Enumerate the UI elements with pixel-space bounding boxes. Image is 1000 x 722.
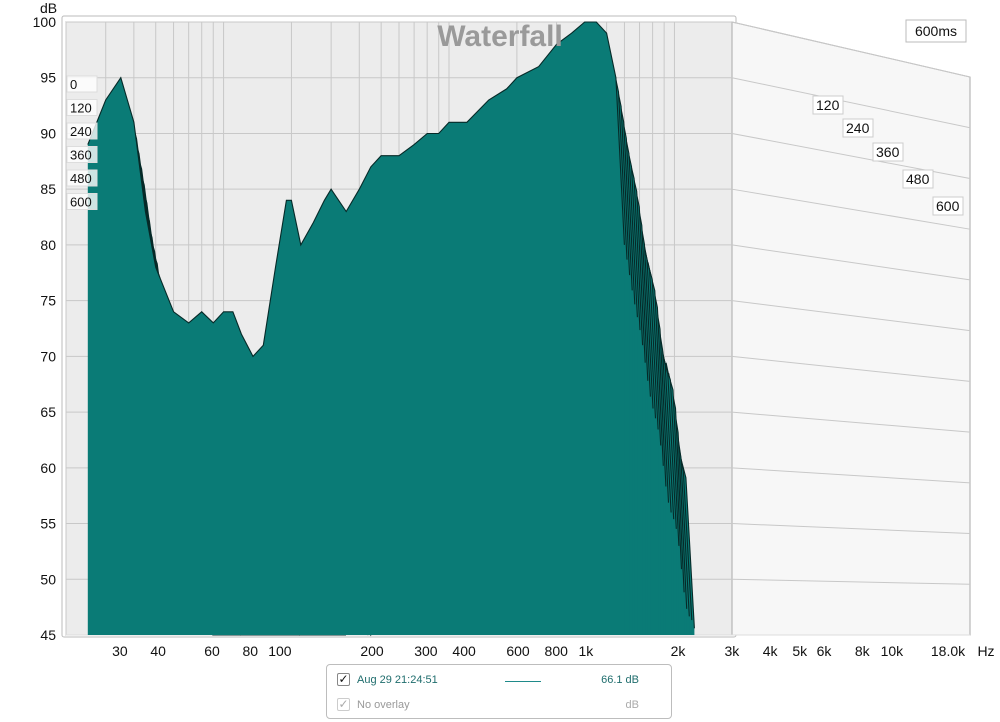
grid-side-line [731, 523, 971, 535]
y-tick-label: 75 [40, 293, 56, 309]
grid-side-line [731, 578, 971, 585]
x-tick-label: 8k [855, 643, 871, 659]
legend-row-overlay[interactable]: ✓ No overlay dB [337, 695, 661, 717]
time-tick-right: 120 [816, 97, 840, 113]
grid-side-line [731, 300, 971, 332]
time-tick-front: 360 [70, 148, 92, 163]
grid-side-line [731, 411, 971, 433]
y-tick-label: 45 [40, 627, 56, 643]
y-tick-label: 90 [40, 125, 56, 141]
time-tick-front-bg [66, 193, 98, 210]
legend-checkbox-measurement[interactable]: ✓ [337, 672, 350, 686]
time-label-box: 600ms [905, 19, 967, 43]
y-tick-label: 95 [40, 70, 56, 86]
time-label-bg [905, 19, 967, 43]
time-tick-front-bg [66, 99, 98, 116]
time-tick-right: 240 [846, 120, 870, 136]
time-tick-right: 480 [906, 171, 930, 187]
y-tick-label: 100 [33, 14, 57, 30]
legend-measurement-name: Aug 29 21:24:51 [357, 674, 438, 686]
time-tick-front-bg [66, 75, 98, 93]
waterfall-slice-fill [87, 22, 625, 635]
legend-overlay-name: No overlay [357, 699, 410, 711]
legend-panel: ✓ Aug 29 21:24:51 66.1 dB ✓ No overlay d… [326, 664, 672, 719]
grid-side-line [731, 77, 971, 129]
x-tick-label: 6k [817, 643, 833, 659]
y-tick-label: 85 [40, 181, 56, 197]
time-tick-front: 120 [70, 101, 92, 116]
x-tick-label: 100 [268, 643, 292, 659]
x-tick-label: 200 [360, 643, 384, 659]
x-tick-label: 400 [452, 643, 476, 659]
y-tick-label: 55 [40, 516, 56, 532]
legend-measurement-value: 66.1 dB [601, 674, 639, 686]
legend-row-measurement[interactable]: ✓ Aug 29 21:24:51 66.1 dB [337, 670, 661, 692]
time-tick-right-bg [842, 118, 874, 138]
x-tick-label: 300 [414, 643, 438, 659]
x-tick-label: 1k [578, 643, 594, 659]
time-tick-right-bg [872, 142, 904, 162]
time-tick-front-bg [66, 169, 98, 187]
legend-line-swatch [505, 681, 541, 682]
y-tick-label: 65 [40, 404, 56, 420]
x-tick-label: 30 [112, 643, 128, 659]
time-label-text: 600ms [915, 23, 957, 39]
grid-side-line [731, 244, 971, 281]
y-tick-label: 80 [40, 237, 56, 253]
time-tick-right-bg [812, 95, 844, 115]
time-tick-front: 480 [70, 171, 92, 186]
x-tick-label: 18.0k [931, 643, 966, 659]
time-tick-right: 360 [876, 144, 900, 160]
x-tick-label: 5k [792, 643, 808, 659]
legend-checkbox-overlay[interactable]: ✓ [337, 697, 350, 711]
grid-side-line [731, 467, 971, 484]
x-tick-label: 80 [242, 643, 258, 659]
time-tick-right-bg [902, 169, 934, 189]
x-tick-label: 600 [506, 643, 530, 659]
time-tick-right: 600 [936, 198, 960, 214]
time-tick-front-bg [66, 122, 98, 140]
grid-side-line [731, 21, 971, 78]
x-tick-label: 10k [881, 643, 905, 659]
y-unit-label: dB [40, 0, 57, 16]
grid-side-line [731, 188, 971, 230]
time-tick-front: 240 [70, 124, 92, 139]
y-tick-label: 70 [40, 348, 56, 364]
time-tick-front: 600 [70, 195, 92, 210]
time-tick-front-bg [66, 146, 98, 163]
x-tick-label: 800 [545, 643, 569, 659]
y-tick-label: 60 [40, 460, 56, 476]
x-tick-label: 4k [763, 643, 779, 659]
chart-title: Waterfall [437, 20, 563, 53]
time-tick-right-bg [932, 196, 964, 216]
x-tick-label: 60 [204, 643, 220, 659]
waterfall-slice-line [87, 21, 625, 358]
grid-side-line [731, 355, 971, 382]
x-tick-label: 40 [150, 643, 166, 659]
time-tick-front: 0 [70, 77, 77, 92]
legend-overlay-value: dB [625, 699, 639, 711]
side-wall [731, 21, 971, 636]
x-unit-label: Hz [977, 643, 994, 659]
y-tick-label: 50 [40, 571, 56, 587]
x-tick-label: 2k [671, 643, 687, 659]
x-tick-label: 3k [724, 643, 740, 659]
